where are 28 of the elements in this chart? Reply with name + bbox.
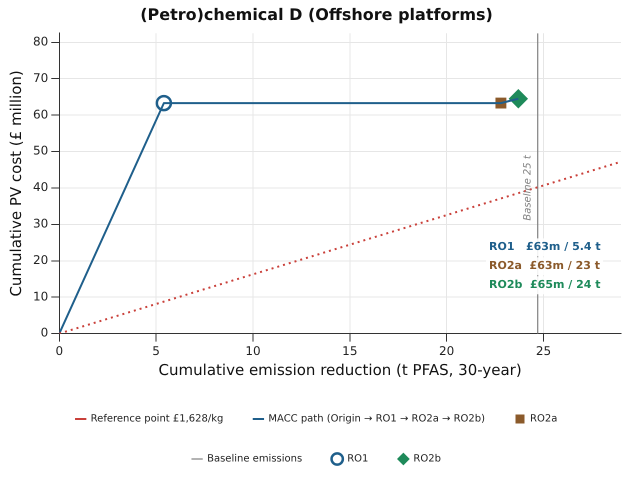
chart-title: (Petro)chemical D (Offshore platforms)	[140, 4, 493, 24]
x-axis-title: Cumulative emission reduction (t PFAS, 30-year)	[158, 360, 522, 379]
y-tick-label: 40	[32, 180, 48, 194]
legend-label: Reference point £1,628/kg	[90, 414, 224, 425]
x-tick-label: 15	[342, 344, 358, 358]
y-tick-label: 10	[32, 289, 48, 304]
annotation: RO1 £63m / 5.4 t	[489, 240, 601, 254]
y-tick-label: 30	[32, 216, 48, 230]
y-tick-label: 0	[40, 326, 48, 340]
y-tick-label: 80	[32, 34, 48, 48]
y-tick-label: 70	[32, 70, 48, 85]
y-tick-label: 60	[32, 107, 48, 122]
x-tick-label: 0	[55, 344, 64, 358]
legend-label: RO2a	[530, 414, 558, 425]
x-tick-label: 25	[536, 344, 552, 358]
legend-label: Baseline emissions	[207, 454, 302, 465]
y-axis-title: Cumulative PV cost (£ million)	[6, 70, 25, 297]
x-tick-label: 5	[152, 344, 160, 358]
y-tick-label: 50	[32, 144, 48, 158]
legend-label: RO1	[347, 454, 368, 465]
annotation: Baseline 25 t	[522, 154, 534, 221]
annotation: RO2b £65m / 24 t	[489, 278, 601, 292]
x-tick-label: 20	[439, 344, 454, 358]
legend-label: MACC path (Origin → RO1 → RO2a → RO2b)	[268, 414, 486, 425]
y-tick-label: 20	[32, 252, 48, 267]
legend-label: RO2b	[413, 454, 441, 465]
annotation: RO2a £63m / 23 t	[489, 259, 600, 272]
x-tick-label: 10	[245, 344, 261, 358]
